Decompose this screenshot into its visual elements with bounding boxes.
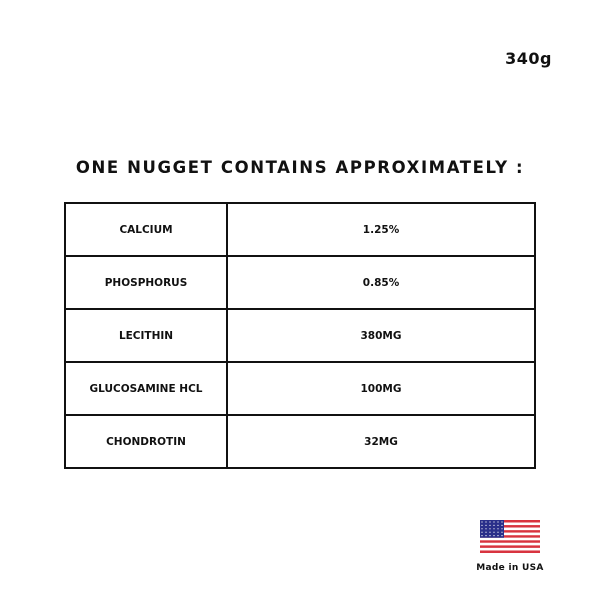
nutrient-name: CALCIUM xyxy=(64,202,228,257)
page-title: ONE NUGGET CONTAINS APPROXIMATELY : xyxy=(75,158,525,177)
nutrient-name: PHOSPHORUS xyxy=(64,255,228,310)
nutrient-name: LECITHIN xyxy=(64,308,228,363)
nutrient-name: CHONDROTIN xyxy=(64,414,228,469)
table-row: CHONDROTIN 32MG xyxy=(64,414,536,469)
made-in-usa-label: Made in USA xyxy=(476,563,544,573)
table-row: LECITHIN 380MG xyxy=(64,308,536,363)
table-row: CALCIUM 1.25% xyxy=(64,202,536,257)
nutrient-value: 0.85% xyxy=(226,255,536,310)
net-weight: 340g xyxy=(505,49,552,68)
us-flag-icon xyxy=(480,520,540,553)
table-row: PHOSPHORUS 0.85% xyxy=(64,255,536,310)
table-row: GLUCOSAMINE HCL 100MG xyxy=(64,361,536,416)
nutrient-value: 380MG xyxy=(226,308,536,363)
nutrient-value: 32MG xyxy=(226,414,536,469)
nutrient-table: CALCIUM 1.25% PHOSPHORUS 0.85% LECITHIN 380MG… xyxy=(64,202,536,469)
nutrient-name: GLUCOSAMINE HCL xyxy=(64,361,228,416)
nutrient-value: 100MG xyxy=(226,361,536,416)
nutrient-value: 1.25% xyxy=(226,202,536,257)
